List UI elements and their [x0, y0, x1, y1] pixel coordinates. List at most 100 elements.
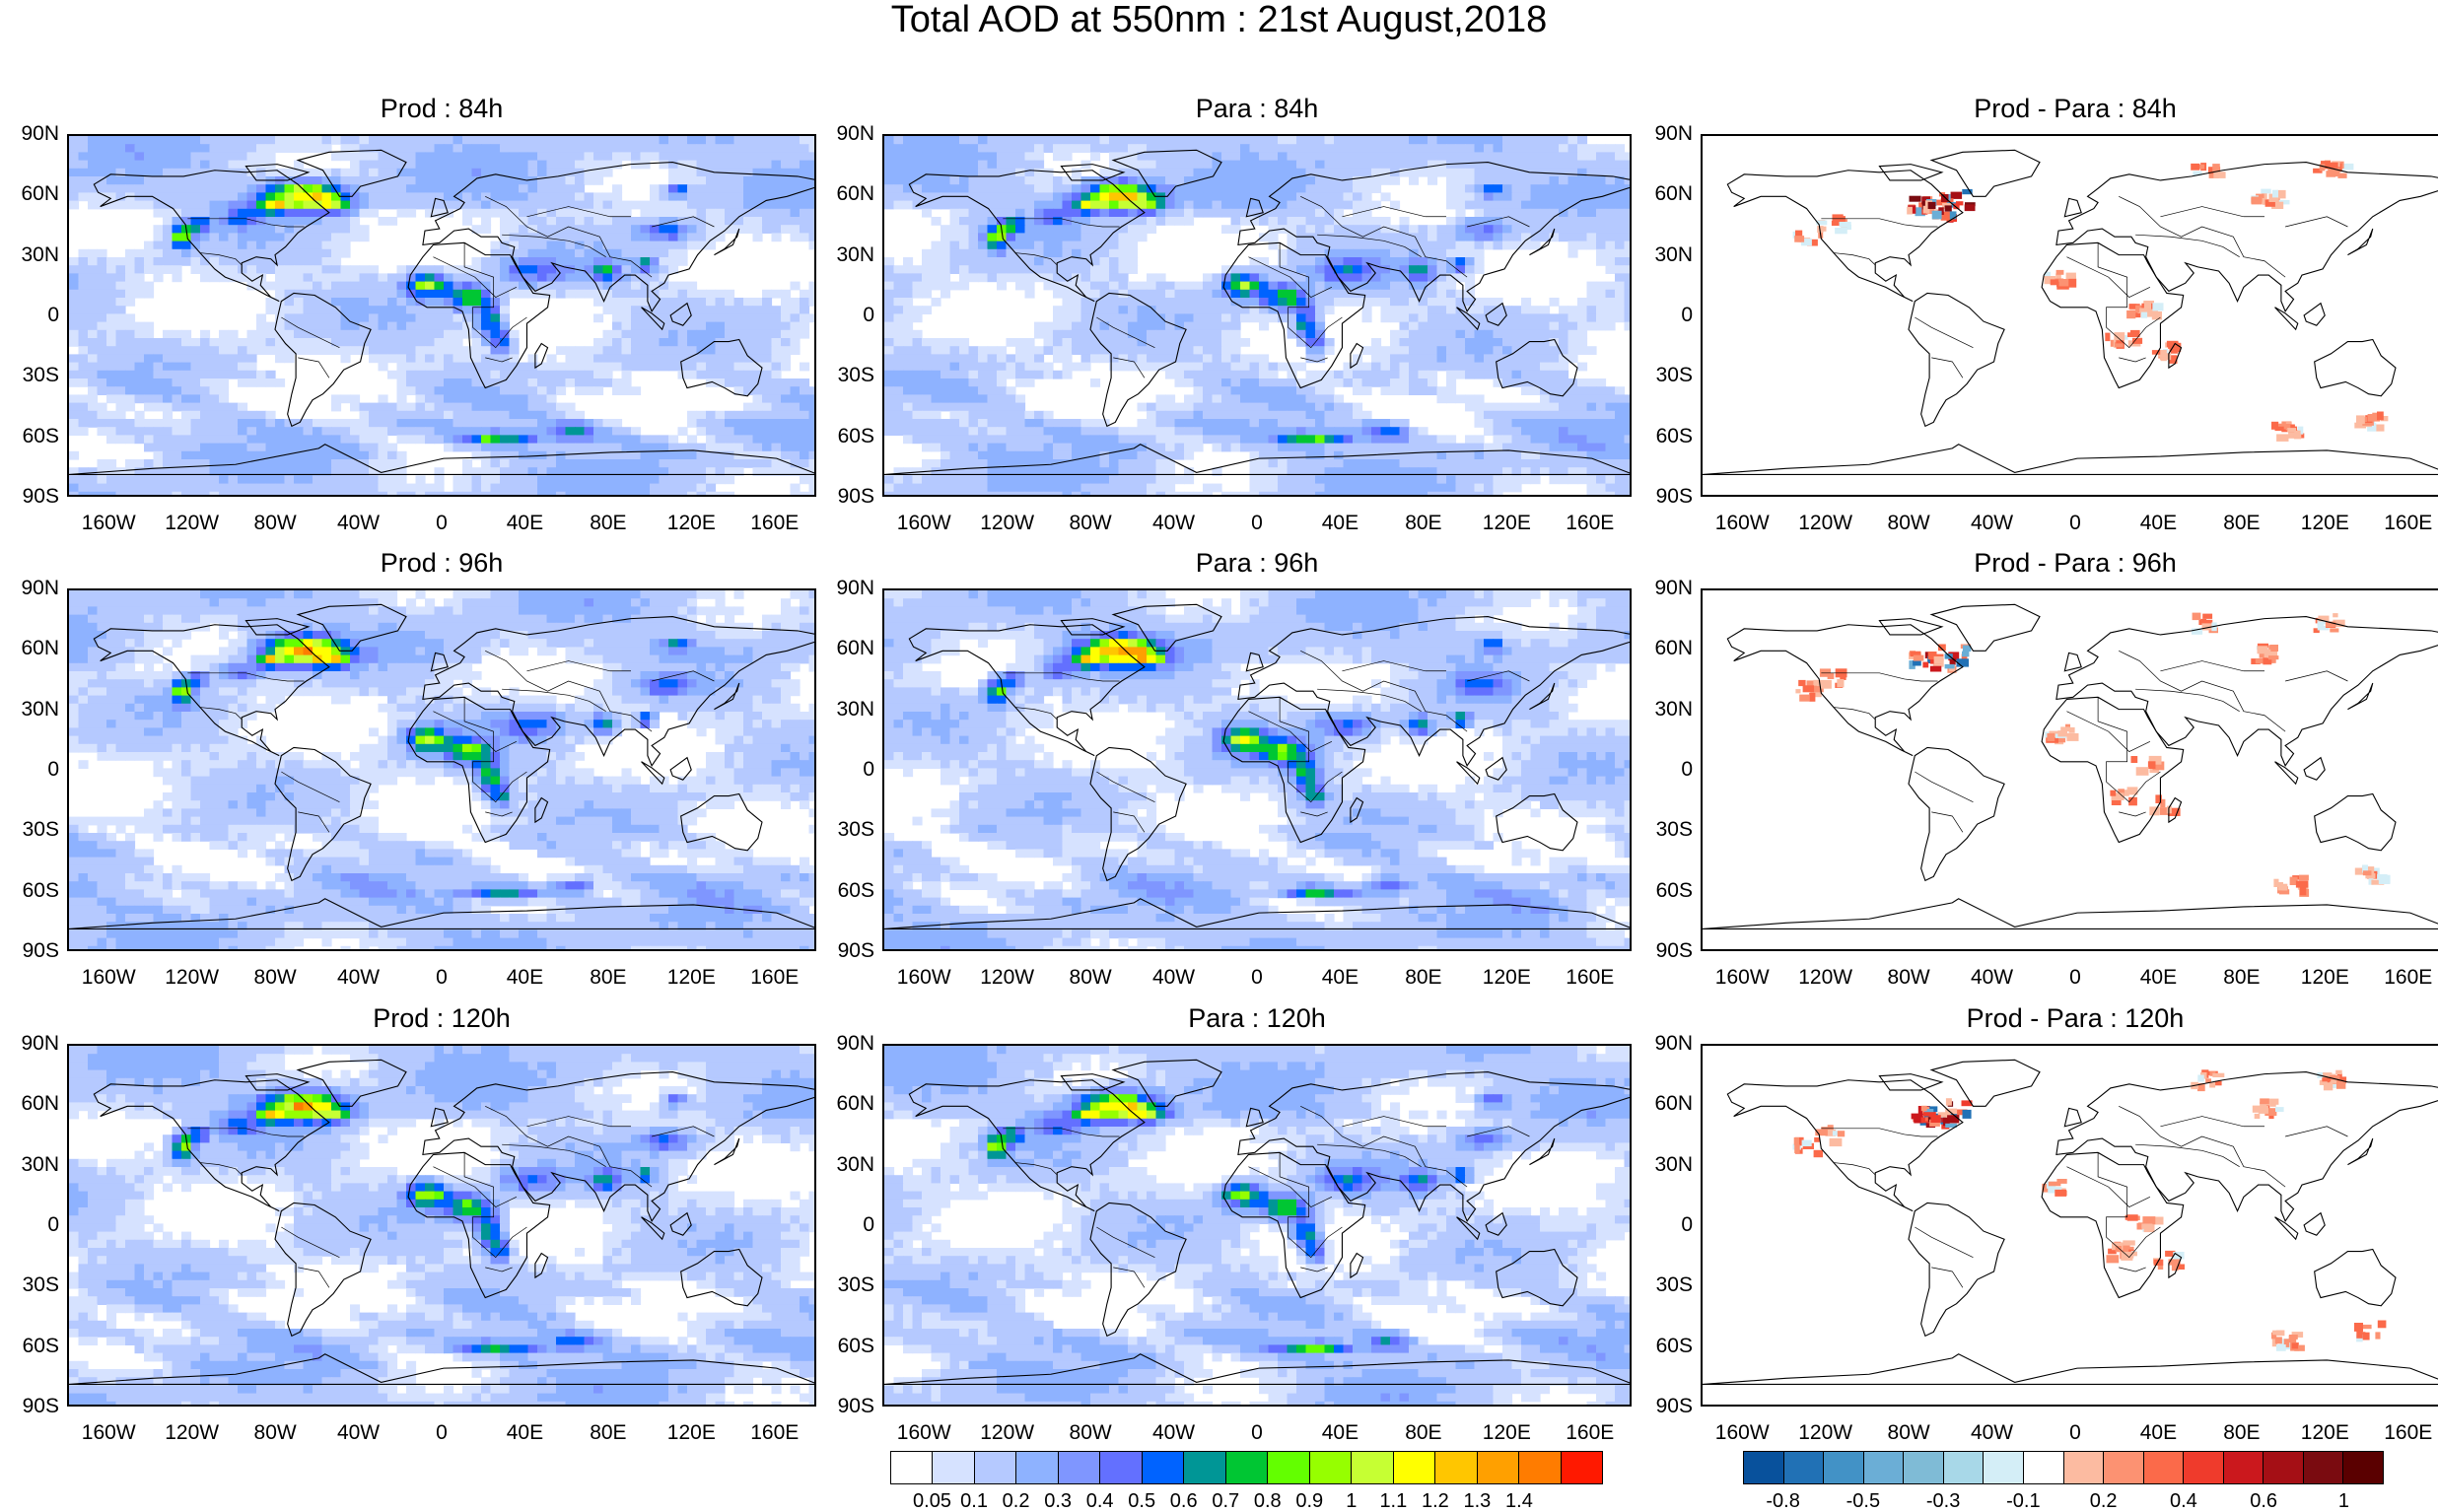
world-map [1703, 1046, 2438, 1407]
latitude-tick-label: 0 [0, 305, 59, 326]
latitude-tick-label: 60N [0, 1093, 59, 1115]
latitude-tick-label: 0 [0, 759, 59, 781]
coastline [2315, 1249, 2396, 1305]
colorbar-label: 1.4 [1490, 1490, 1549, 1512]
latitude-tick-label: 90N [0, 123, 59, 145]
aod-field [69, 1046, 816, 1407]
longitude-tick-label: 40E [485, 513, 564, 534]
difference-colorbar [1743, 1451, 2384, 1484]
latitude-tick-label: 60N [811, 1093, 874, 1115]
difference-field [1793, 1069, 2387, 1351]
longitude-tick-label: 160W [69, 967, 148, 989]
longitude-tick-label: 80E [569, 967, 648, 989]
longitude-tick-label: 80W [1051, 513, 1130, 534]
world-map [1703, 590, 2438, 951]
panel-title: Prod : 84h [67, 92, 816, 125]
latitude-tick-label: 90S [0, 1396, 59, 1417]
colorbar-box [2224, 1452, 2264, 1483]
country-border [2119, 1268, 2145, 1271]
latitude-tick-label: 30S [811, 819, 874, 841]
longitude-tick-label: 40W [319, 513, 398, 534]
country-border [2285, 217, 2347, 227]
latitude-tick-label: 30N [0, 244, 59, 266]
latitude-tick-label: 60S [1630, 1336, 1693, 1357]
longitude-tick-label: 0 [2036, 1422, 2115, 1444]
colorbar-box [2024, 1452, 2064, 1483]
latitude-tick-label: 60S [1630, 880, 1693, 902]
coastline [2056, 1072, 2438, 1221]
latitude-tick-label: 30N [811, 1154, 874, 1176]
country-border [1834, 1163, 1875, 1175]
aod-colorbar [890, 1451, 1603, 1484]
longitude-tick-label: 80W [1051, 1422, 1130, 1444]
latitude-tick-label: 90S [1630, 940, 1693, 962]
colorbar-box [1864, 1452, 1905, 1483]
difference-field [1793, 160, 2389, 442]
colorbar-box [1519, 1452, 1561, 1483]
latitude-tick-label: 30N [1630, 1154, 1693, 1176]
latitude-tick-label: 90S [811, 940, 874, 962]
colorbar-box [1184, 1452, 1225, 1483]
colorbar-box [1310, 1452, 1352, 1483]
colorbar-box [891, 1452, 933, 1483]
aod-field [884, 1046, 1632, 1407]
colorbar-box [1824, 1452, 1864, 1483]
longitude-tick-label: 120W [1786, 513, 1865, 534]
latitude-tick-label: 30N [1630, 699, 1693, 721]
colorbar-label: -0.5 [1834, 1490, 1893, 1512]
longitude-tick-label: 160W [884, 967, 963, 989]
longitude-tick-label: 160W [1703, 1422, 1781, 1444]
country-border [2119, 1106, 2285, 1187]
aod-field [884, 136, 1632, 497]
longitude-tick-label: 80W [1869, 967, 1948, 989]
colorbar-box [1143, 1452, 1184, 1483]
longitude-tick-label: 80E [2202, 513, 2281, 534]
country-border [2160, 1117, 2264, 1127]
map-frame [1701, 1044, 2438, 1407]
latitude-tick-label: 60N [1630, 1093, 1693, 1115]
latitude-tick-label: 90N [0, 578, 59, 599]
difference-field [1795, 613, 2390, 897]
colorbar-label: 0.2 [2074, 1490, 2133, 1512]
latitude-tick-label: 30S [811, 365, 874, 386]
world-map [69, 590, 816, 951]
colorbar-box [2304, 1452, 2344, 1483]
longitude-tick-label: 160W [1703, 967, 1781, 989]
map-frame [67, 1044, 816, 1407]
latitude-tick-label: 0 [811, 305, 874, 326]
coastline [1727, 625, 1963, 756]
longitude-tick-label: 0 [2036, 967, 2115, 989]
colorbar-box [933, 1452, 974, 1483]
map-frame [67, 588, 816, 951]
map-frame [882, 588, 1632, 951]
world-map [69, 136, 816, 497]
longitude-tick-label: 80W [1869, 1422, 1948, 1444]
colorbar-box [1016, 1452, 1058, 1483]
latitude-tick-label: 0 [811, 759, 874, 781]
country-border [2098, 697, 2160, 801]
longitude-tick-label: 0 [402, 1422, 481, 1444]
country-border [2066, 712, 2149, 752]
longitude-tick-label: 40E [485, 967, 564, 989]
world-map [69, 1046, 816, 1407]
colorbar-box [1562, 1452, 1602, 1483]
latitude-tick-label: 90N [1630, 123, 1693, 145]
longitude-tick-label: 160E [735, 1422, 814, 1444]
latitude-tick-label: 90N [1630, 578, 1693, 599]
latitude-tick-label: 60N [0, 183, 59, 205]
world-map [884, 136, 1632, 497]
coastline [2056, 617, 2438, 766]
coastline [1703, 899, 2438, 929]
country-border [2119, 358, 2145, 362]
longitude-tick-label: 120E [1467, 967, 1546, 989]
longitude-tick-label: 0 [1218, 1422, 1296, 1444]
longitude-tick-label: 120E [2285, 1422, 2364, 1444]
longitude-tick-label: 120E [1467, 1422, 1546, 1444]
colorbar-box [1478, 1452, 1519, 1483]
map-frame [67, 134, 816, 497]
latitude-tick-label: 30N [0, 1154, 59, 1176]
coastline [1931, 604, 2040, 651]
latitude-tick-label: 0 [811, 1214, 874, 1236]
longitude-tick-label: 120W [153, 967, 232, 989]
